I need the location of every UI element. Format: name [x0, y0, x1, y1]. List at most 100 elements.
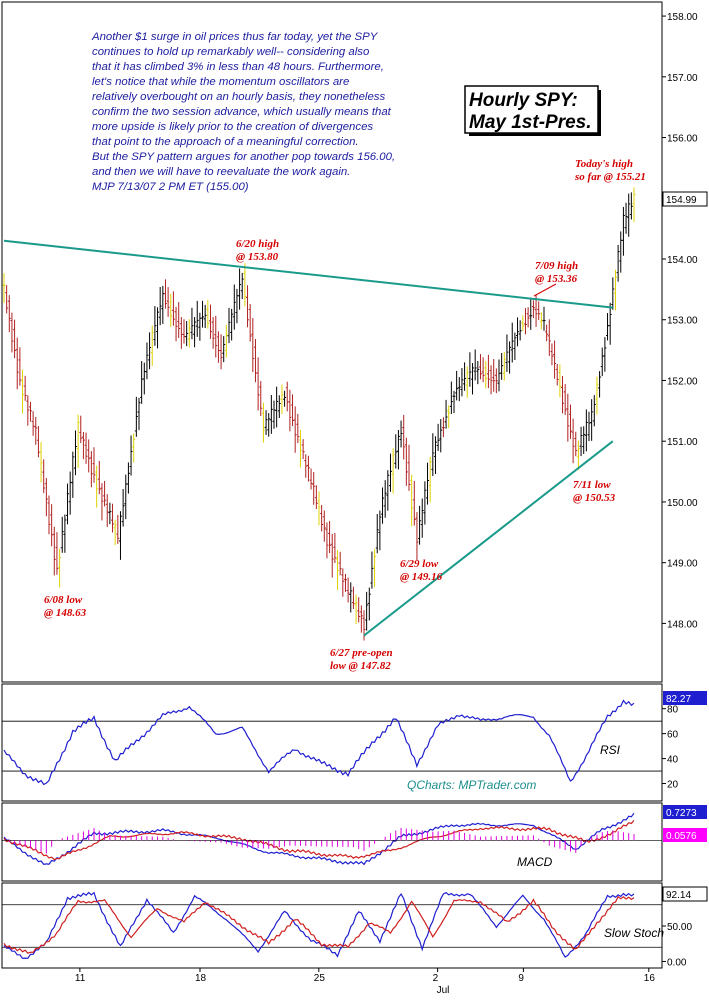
- price-bar: [206, 299, 210, 329]
- price-bar: [224, 324, 228, 358]
- price-bar: [455, 370, 459, 401]
- price-bar: [629, 192, 633, 220]
- price-bar: [148, 332, 152, 370]
- macd-signal-line: [3, 820, 635, 861]
- chart-subtitle: May 1st-Pres.: [469, 112, 592, 133]
- price-bar: [291, 394, 295, 426]
- price-bar: [92, 447, 96, 483]
- price-bar: [412, 480, 416, 526]
- price-bar: [463, 362, 467, 391]
- macd-signal-value: 0.0576: [666, 831, 697, 842]
- price-bar: [137, 397, 141, 431]
- price-bar: [23, 375, 27, 401]
- price-bar: [256, 357, 260, 411]
- price-bar: [39, 442, 43, 483]
- price-bar: [293, 406, 297, 453]
- price-bar: [441, 417, 445, 438]
- price-bar: [314, 485, 318, 510]
- title-box: [464, 85, 599, 134]
- price-bar: [418, 505, 422, 545]
- price-bar: [230, 308, 234, 341]
- price-bar: [269, 395, 273, 434]
- price-bar: [465, 366, 469, 398]
- annotation-0709-high: 7/09 high: [535, 260, 578, 272]
- price-bar: [561, 376, 565, 414]
- price-bar: [338, 551, 342, 576]
- price-bar: [166, 287, 170, 317]
- annotation-0608-low: 6/08 low: [44, 594, 83, 606]
- commentary-line: relatively overbought on an hourly basis…: [92, 91, 385, 103]
- price-bar: [486, 354, 490, 389]
- price-bar: [18, 347, 22, 386]
- price-bar: [545, 324, 549, 342]
- price-bar: [460, 368, 464, 397]
- price-bar: [367, 587, 371, 621]
- x-tick-label: 11: [75, 973, 86, 984]
- price-bar: [584, 409, 588, 452]
- price-bar: [55, 532, 59, 575]
- price-bar: [523, 308, 527, 335]
- price-bar: [481, 357, 485, 383]
- price-bar: [84, 432, 88, 464]
- price-bar: [296, 413, 300, 444]
- price-bar: [388, 453, 392, 492]
- price-bar: [399, 420, 403, 448]
- price-bar: [473, 349, 477, 381]
- macd-value: 0.7273: [666, 808, 697, 819]
- price-bar: [288, 389, 292, 432]
- price-bar: [394, 434, 398, 469]
- price-bar: [534, 295, 538, 327]
- price-bar: [574, 431, 578, 457]
- price-bar: [508, 341, 512, 374]
- price-bar: [468, 352, 472, 387]
- price-bar: [97, 460, 101, 495]
- x-tick-label: 18: [195, 973, 207, 984]
- price-bar: [126, 462, 130, 494]
- price-bar: [304, 454, 308, 478]
- price-bar: [436, 423, 440, 452]
- price-bar: [58, 548, 62, 588]
- price-bar: [378, 510, 382, 551]
- annotation-0709-high-value: @ 153.36: [535, 273, 578, 285]
- price-bar: [457, 377, 461, 402]
- price-bar: [219, 334, 223, 370]
- price-bar: [547, 319, 551, 356]
- price-tick-label: 157.00: [667, 73, 698, 84]
- annotation-0608-low-value: @ 148.63: [44, 607, 87, 619]
- trendline-support: [363, 440, 614, 637]
- price-bar: [31, 411, 35, 436]
- oscillator-tick-label: 80: [667, 705, 679, 716]
- price-bar: [598, 371, 602, 398]
- rsi-panel: [1, 683, 663, 802]
- price-bar: [611, 277, 615, 310]
- rsi-value: 82.27: [666, 694, 691, 705]
- price-bar: [531, 300, 535, 319]
- oscillator-tick-label: 60: [667, 730, 679, 741]
- price-bar: [214, 315, 218, 358]
- price-bar: [153, 306, 157, 346]
- trendline-resistance: [3, 239, 613, 309]
- price-bar: [447, 405, 451, 429]
- price-bar: [5, 285, 9, 314]
- price-bar: [42, 459, 46, 494]
- price-bar: [203, 304, 207, 329]
- price-tick-label: 149.00: [667, 559, 698, 570]
- price-bar: [349, 582, 353, 613]
- x-tick-label: 2: [433, 973, 439, 984]
- price-bar: [259, 381, 263, 417]
- price-bar: [420, 498, 424, 538]
- price-bar: [357, 597, 361, 623]
- axis-layer: 158.00157.00156.00155.00154.00153.00152.…: [75, 12, 698, 996]
- last-price-badge: [662, 191, 708, 207]
- price-bar: [550, 343, 554, 366]
- price-bar: [568, 404, 572, 439]
- price-bar: [492, 359, 496, 392]
- price-bar: [267, 413, 271, 437]
- price-bar: [28, 401, 32, 422]
- rsi-value-badge: [663, 691, 707, 705]
- title-box-shadow: [598, 90, 601, 135]
- commentary-line: let's notice that while the momentum osc…: [92, 76, 349, 88]
- price-bar: [529, 298, 533, 330]
- price-bar: [306, 455, 310, 482]
- price-bar: [563, 384, 567, 415]
